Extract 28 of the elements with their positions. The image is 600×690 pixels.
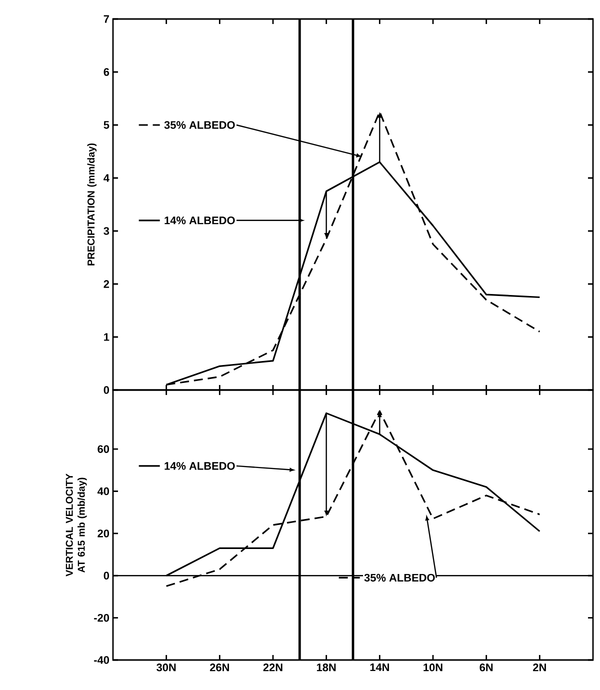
x-tick-label: 14N [370,664,389,672]
y-tick-label: -40 [94,656,110,664]
y-tick-label: 3 [104,227,110,235]
y-tick-label: 4 [104,174,110,182]
y-tick-label: 60 [98,445,110,453]
y-tick-label: 2 [104,280,110,288]
y-tick-label: 5 [104,121,110,129]
x-tick-label: 18N [316,664,336,672]
y-tick-label: 0 [104,572,110,580]
y-tick-label: 40 [97,487,110,496]
legend-label: 14% ALBEDO [164,462,235,470]
y-tick-label: 20 [98,530,110,538]
y-axis-title: PRECIPITATION (mm/day) [87,143,97,266]
y-tick-label: 6 [104,68,110,76]
x-tick-label: 10N [424,664,442,672]
x-tick-label: 30N [156,664,176,672]
x-tick-label: 6N [480,664,493,672]
x-tick-label: 2N [533,664,546,672]
x-tick-label: 26N [210,664,229,672]
legend-label: 35% ALBEDO [164,121,235,129]
x-tick-label: 22N [263,664,282,672]
legend-label: 14% ALBEDO [164,216,235,224]
y-tick-label: 1 [104,333,110,341]
legend-label: 35% ALBEDO [364,574,435,582]
y-tick-label: 0 [104,386,110,394]
y-axis-title: VERTICAL VELOCITY AT 615 mb (mb/day) [66,474,87,576]
y-tick-label: 7 [104,15,109,23]
y-tick-label: -20 [94,614,110,622]
